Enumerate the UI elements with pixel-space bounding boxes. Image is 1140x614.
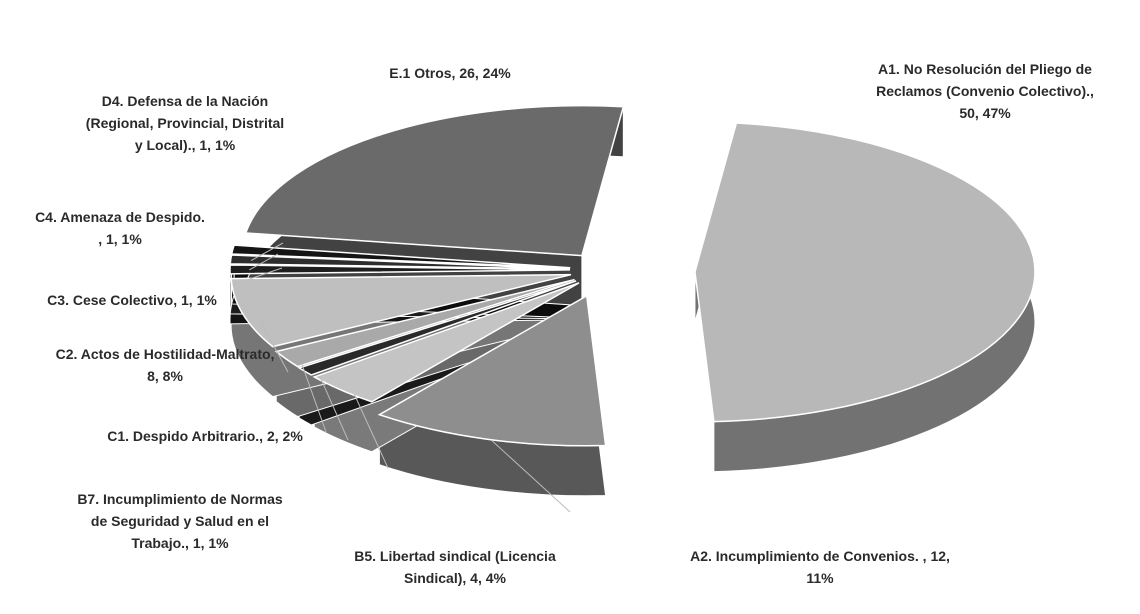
data-label: C2. Actos de Hostilidad-Maltrato, 8, 8% (55, 346, 275, 384)
slice (230, 244, 571, 269)
leader-line (319, 376, 349, 441)
slice (229, 254, 571, 270)
data-label: B7. Incumplimiento de Normas de Segurida… (77, 491, 283, 551)
slice (312, 282, 580, 403)
data-label: C3. Cese Colectivo, 1, 1% (47, 292, 217, 308)
data-label: A1. No Resolución del Pliego de Reclamos… (876, 61, 1094, 121)
slice-tops (229, 104, 1036, 447)
leader-line (248, 267, 283, 280)
slice (274, 278, 575, 368)
data-label: C4. Amenaza de Despido. , 1, 1% (35, 209, 205, 247)
data-label: E.1 Otros, 26, 24% (389, 65, 511, 81)
data-label: D4. Defensa de la Nación (Regional, Prov… (85, 93, 285, 153)
leader-line (248, 253, 279, 271)
leader-line (353, 393, 389, 469)
leader-line (260, 321, 289, 373)
slice (377, 294, 607, 447)
data-label: A2. Incumplimiento de Convenios. , 12, 1… (690, 548, 950, 586)
data-label: B5. Libertad sindical (Licencia Sindical… (354, 548, 556, 586)
slice (230, 273, 572, 348)
slice (694, 122, 1036, 423)
leader-line (301, 364, 327, 433)
data-label: C1. Despido Arbitrario., 2, 2% (107, 428, 303, 444)
slice (244, 104, 625, 257)
leader-line (491, 440, 571, 513)
leader-line (250, 242, 284, 261)
slice (297, 280, 577, 376)
slice (229, 264, 571, 275)
